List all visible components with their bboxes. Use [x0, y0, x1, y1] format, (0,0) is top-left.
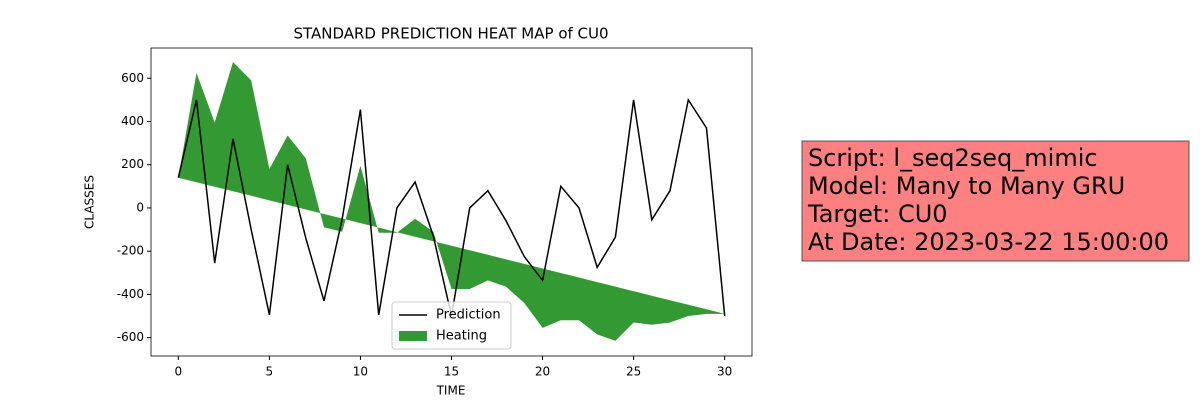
- x-tick-label: 30: [717, 365, 732, 379]
- y-axis-label: CLASSES: [83, 175, 97, 229]
- legend-swatch: [399, 331, 427, 341]
- annotation-text: Target: CU0: [807, 200, 948, 228]
- x-tick-label: 10: [353, 365, 368, 379]
- heating-area: [178, 62, 725, 341]
- plot-frame: [150, 47, 753, 357]
- x-tick-label: 15: [444, 365, 459, 379]
- annotation-text: Script: l_seq2seq_mimic: [808, 144, 1098, 172]
- y-tick-label: 200: [121, 157, 144, 171]
- annotation-box: [801, 140, 1190, 262]
- y-tick-label: 400: [121, 114, 144, 128]
- x-tick-label: 0: [174, 365, 182, 379]
- y-tick-label: -600: [117, 330, 144, 344]
- chart-title: STANDARD PREDICTION HEAT MAP of CU0: [293, 25, 608, 43]
- y-tick-label: 600: [121, 71, 144, 85]
- x-tick-label: 25: [626, 365, 641, 379]
- legend-label: Prediction: [436, 308, 501, 323]
- legend-label: Heating: [436, 329, 487, 344]
- annotation-text: Model: Many to Many GRU: [808, 172, 1125, 200]
- y-tick-label: -200: [117, 244, 144, 258]
- y-tick-label: 0: [136, 200, 144, 214]
- annotation-text: At Date: 2023-03-22 15:00:00: [808, 228, 1169, 256]
- y-tick-label: -400: [117, 287, 144, 301]
- x-tick-label: 5: [266, 365, 274, 379]
- x-axis-label: TIME: [436, 384, 466, 398]
- x-tick-label: 20: [535, 365, 550, 379]
